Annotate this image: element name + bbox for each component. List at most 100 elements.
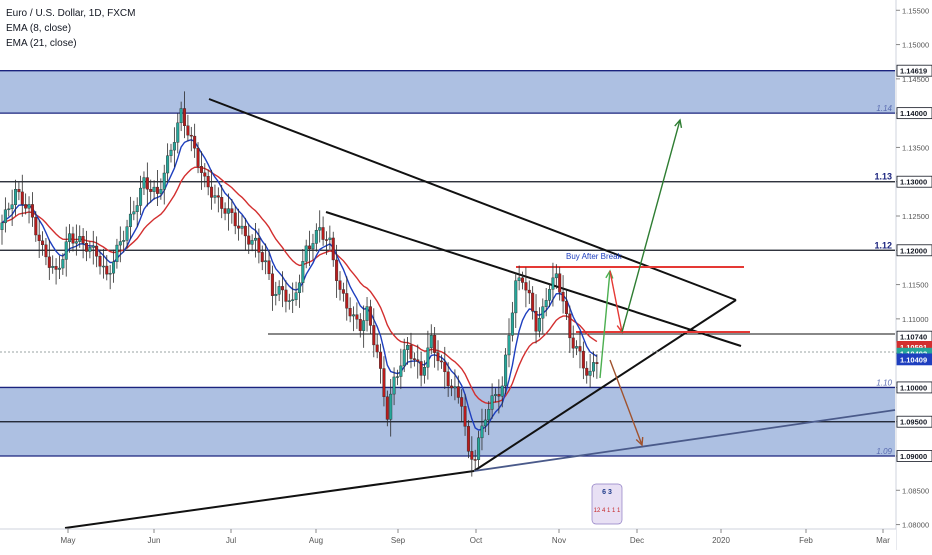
logo-badge xyxy=(591,483,623,525)
candle-body xyxy=(551,277,555,290)
candle-body xyxy=(352,314,356,317)
candle-body xyxy=(571,337,575,349)
candle-body xyxy=(183,108,187,126)
candle-body xyxy=(169,149,173,156)
candle-body xyxy=(433,335,437,353)
candle-body xyxy=(145,177,149,190)
candle-body xyxy=(287,300,291,302)
price-tag-2: 1.13000 xyxy=(900,178,927,187)
long-support-line xyxy=(473,409,896,472)
candle-body xyxy=(338,280,342,290)
price-tag-8: 1.10000 xyxy=(900,383,927,392)
candle-body xyxy=(429,335,433,349)
candle-body xyxy=(210,186,214,198)
candle-body xyxy=(203,172,207,177)
candle-body xyxy=(118,241,122,246)
candle-body xyxy=(493,394,497,396)
candle-body xyxy=(17,189,21,193)
candle-body xyxy=(392,376,396,395)
candle-body xyxy=(34,217,38,236)
candle-body xyxy=(514,280,518,314)
candle-body xyxy=(575,346,579,349)
candles xyxy=(0,91,599,477)
candle-body xyxy=(3,209,7,224)
arrow-down-alt-shaft xyxy=(609,359,643,446)
candle-body xyxy=(10,204,14,210)
candle-body xyxy=(510,312,514,336)
candle-body xyxy=(436,352,440,362)
candle-body xyxy=(74,241,78,244)
candle-body xyxy=(20,191,24,205)
candle-body xyxy=(281,286,285,291)
candle-body xyxy=(463,406,467,427)
candle-body xyxy=(581,350,585,369)
candle-body xyxy=(294,292,298,300)
arrow-up-target-head xyxy=(674,118,683,128)
candle-body xyxy=(297,282,301,293)
candle-body xyxy=(595,362,599,364)
candle-body xyxy=(558,273,562,293)
level-label-0: 1.14 xyxy=(876,104,892,113)
y-tick-label: 1.11500 xyxy=(902,281,929,290)
x-tick-label: Aug xyxy=(309,536,323,545)
price-tag-bg-9 xyxy=(896,415,932,428)
candle-body xyxy=(122,240,126,242)
candle-body xyxy=(524,282,528,291)
price-tag-bg-7 xyxy=(896,353,932,366)
candle-body xyxy=(379,351,383,369)
candle-body xyxy=(270,273,274,296)
candle-body xyxy=(592,362,596,372)
candle-body xyxy=(423,367,427,376)
x-tick-label: May xyxy=(60,536,75,545)
candle-body xyxy=(257,237,261,253)
arrow-down-to-break-shaft xyxy=(609,270,623,333)
candle-body xyxy=(213,195,217,198)
candle-body xyxy=(314,229,318,244)
candle-body xyxy=(0,222,4,230)
candle-body xyxy=(365,306,369,321)
candle-body xyxy=(527,289,531,294)
legend-ema-21: EMA (21, close) xyxy=(6,38,77,49)
candle-body xyxy=(588,370,592,376)
candle-body xyxy=(108,272,112,275)
candle-body xyxy=(456,386,460,398)
candle-body xyxy=(51,266,55,268)
candle-body xyxy=(301,261,305,284)
arrow-up-target-shaft xyxy=(621,119,681,333)
candle-body xyxy=(466,426,470,452)
candle-body xyxy=(193,135,197,149)
candle-body xyxy=(534,311,538,332)
x-tick-label: Nov xyxy=(552,536,566,545)
price-tag-bg-3 xyxy=(896,244,932,257)
chart-legend: Euro / U.S. Dollar, 1D, FXCM EMA (8, clo… xyxy=(6,6,135,51)
candle-body xyxy=(291,299,295,301)
candle-body xyxy=(112,261,116,274)
candle-body xyxy=(335,259,339,281)
candle-body xyxy=(81,236,85,244)
candle-body xyxy=(331,237,335,261)
candle-body xyxy=(521,277,525,283)
candle-body xyxy=(382,368,386,397)
price-tag-7: 1.10409 xyxy=(900,355,927,364)
x-tick-label: Jun xyxy=(148,536,161,545)
candle-body xyxy=(531,292,535,312)
candle-body xyxy=(47,256,51,268)
arrow-down-to-break xyxy=(609,270,625,334)
candle-body xyxy=(91,245,95,248)
price-tag-0: 1.14619 xyxy=(900,67,927,76)
candle-body xyxy=(44,244,48,258)
candle-body xyxy=(264,260,268,263)
trend-lines: Buy After Break xyxy=(0,98,896,529)
candle-body xyxy=(308,245,312,250)
candle-body xyxy=(568,313,572,339)
candle-body xyxy=(199,166,203,173)
candle-body xyxy=(348,308,352,317)
candle-body xyxy=(179,108,183,124)
candle-body xyxy=(554,273,558,279)
candle-body xyxy=(132,211,136,215)
candle-body xyxy=(416,359,420,362)
candle-body xyxy=(7,208,11,211)
candle-body xyxy=(142,177,146,189)
